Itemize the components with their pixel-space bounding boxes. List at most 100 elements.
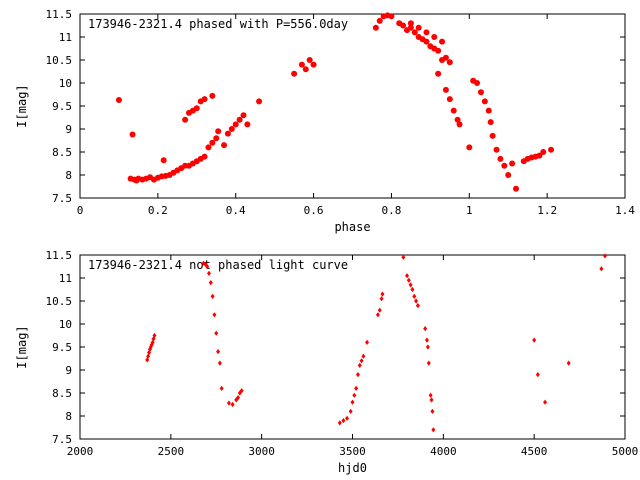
x-tick-label: 3000: [248, 445, 275, 458]
x-tick-label: 0.4: [226, 204, 246, 217]
data-point: [201, 260, 206, 266]
data-point: [348, 408, 353, 414]
data-point: [543, 399, 548, 405]
y-tick-label: 9.5: [52, 341, 72, 354]
x-tick-label: 3500: [339, 445, 366, 458]
data-point: [215, 128, 222, 135]
data-point: [442, 54, 449, 61]
data-point: [435, 47, 442, 54]
data-point: [442, 86, 449, 93]
x-tick-label: 2000: [67, 445, 94, 458]
data-point: [298, 61, 305, 68]
data-point: [493, 146, 500, 153]
y-tick-label: 11: [59, 272, 72, 285]
data-point: [501, 162, 508, 169]
data-point: [401, 254, 406, 260]
data-point: [415, 303, 420, 309]
data-point: [410, 286, 415, 293]
data-point: [377, 307, 382, 313]
data-point: [426, 360, 431, 366]
data-point: [359, 358, 364, 364]
x-tick-label: 0.8: [381, 204, 401, 217]
data-point: [446, 59, 453, 66]
y-tick-label: 9.5: [52, 100, 72, 113]
x-tick-label: 0.2: [148, 204, 168, 217]
data-point: [201, 153, 208, 160]
data-point: [217, 360, 222, 366]
data-point: [428, 392, 433, 398]
data-point: [454, 116, 461, 123]
chart-panel-2: 2000 2500 3000 3500 4000 4500 5000 7.5 8 8.5 9 9.5 1…: [15, 249, 638, 475]
data-point: [232, 121, 239, 128]
data-point: [540, 149, 547, 155]
y-tick-label: 10: [59, 77, 72, 90]
data-point: [291, 70, 298, 77]
data-point: [489, 132, 496, 139]
data-point: [151, 336, 156, 342]
data-point: [208, 280, 213, 286]
data-point: [477, 89, 484, 96]
data-point: [310, 61, 317, 68]
data-point: [206, 270, 211, 276]
data-point: [509, 160, 516, 167]
data-point: [256, 98, 263, 105]
data-point: [146, 353, 151, 359]
data-point: [566, 360, 571, 366]
data-point: [337, 420, 342, 426]
data-point: [603, 253, 608, 259]
data-point: [415, 24, 422, 31]
x-tick-label: 1.4: [615, 204, 635, 217]
x-axis-label: phase: [334, 220, 370, 234]
x-tick-label: 4000: [430, 445, 457, 458]
data-point: [411, 29, 418, 36]
data-point: [513, 185, 519, 192]
y-tick-label: 8.5: [52, 387, 72, 400]
data-point: [423, 29, 430, 36]
data-point: [234, 397, 239, 403]
data-point: [201, 96, 208, 103]
data-point: [306, 57, 313, 63]
data-point: [388, 13, 395, 20]
data-point: [361, 353, 366, 359]
x-axis-label: hjd0: [338, 461, 367, 475]
data-point: [240, 112, 247, 119]
data-point: [548, 146, 555, 153]
y-tick-label: 8: [65, 169, 72, 182]
y-tick-label: 11: [59, 31, 72, 44]
data-point: [423, 38, 430, 45]
data-point: [355, 372, 360, 378]
data-point: [129, 131, 136, 138]
data-point: [354, 385, 359, 391]
data-point: [357, 362, 362, 368]
data-point: [205, 144, 212, 151]
data-point: [466, 144, 473, 151]
y-tick-label: 10.5: [46, 295, 73, 308]
data-point: [150, 339, 155, 345]
plot-frame: [79, 13, 626, 199]
data-point: [236, 395, 241, 401]
data-point: [406, 277, 411, 283]
data-point: [414, 298, 419, 304]
data-point: [221, 142, 228, 149]
data-point: [380, 291, 385, 297]
data-point: [219, 385, 224, 391]
data-point: [302, 66, 309, 73]
y-tick-label: 8: [65, 410, 72, 423]
data-point: [236, 116, 243, 123]
data-point: [599, 266, 604, 272]
data-point: [497, 155, 504, 162]
data-point: [379, 296, 384, 302]
x-tick-label: 1: [466, 204, 473, 217]
y-tick-label: 11.5: [46, 249, 73, 262]
data-point: [532, 337, 537, 343]
y-tick-label: 11.5: [46, 8, 73, 21]
data-point: [213, 135, 220, 142]
data-point: [193, 105, 200, 112]
data-point: [216, 349, 221, 355]
x-tick-label: 2500: [158, 445, 185, 458]
data-point: [505, 172, 512, 178]
y-tick-label: 9: [65, 123, 72, 136]
data-point: [205, 263, 210, 270]
data-point: [352, 392, 357, 398]
